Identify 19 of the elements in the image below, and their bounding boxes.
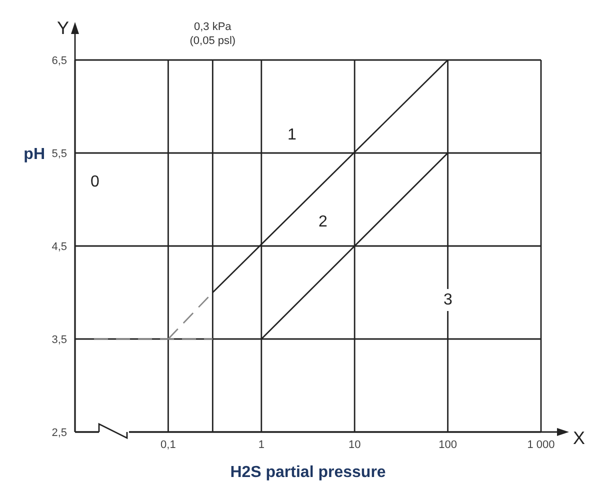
y-tick-label: 6,5: [52, 54, 67, 67]
x-tick-label: 0,1: [160, 438, 176, 451]
x-tick-label: 10: [348, 438, 361, 451]
x-axis-title: H2S partial pressure: [230, 464, 386, 481]
annotation: 3: [444, 292, 453, 308]
y-tick-label: 2,5: [52, 426, 67, 439]
y-tick-label: 5,5: [52, 148, 67, 160]
x-tick-label: 1 000: [527, 438, 555, 451]
annotation: 0: [90, 174, 100, 190]
text: Y: [56, 18, 70, 38]
y-tick-label: 4,5: [52, 240, 67, 253]
x-tick-label: 1: [258, 438, 264, 451]
annotation: 1: [288, 126, 297, 144]
y-tick-label: 3,5: [52, 334, 67, 346]
ref-line-label: 0,3 kPa (0,05 psl): [190, 21, 236, 47]
text: X: [572, 428, 586, 448]
y-axis-title: pH: [24, 146, 45, 163]
annotation: 2: [318, 214, 328, 230]
x-tick-label: 100: [438, 438, 457, 451]
